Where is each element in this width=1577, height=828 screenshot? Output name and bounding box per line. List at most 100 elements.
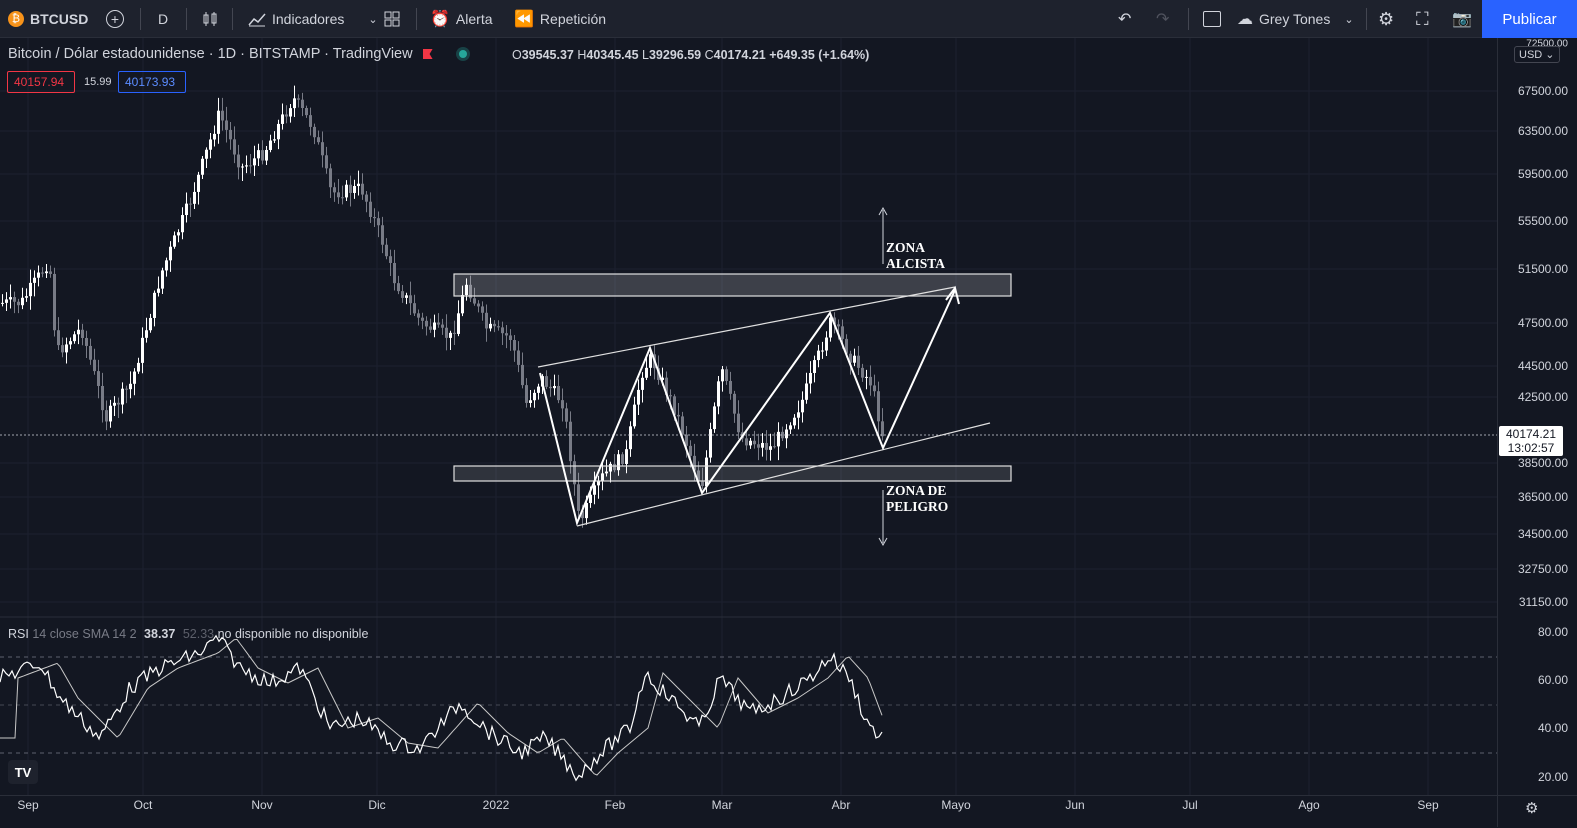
candle-body	[637, 389, 640, 405]
candle-body	[525, 385, 528, 403]
divider	[186, 8, 187, 30]
time-tick-label: Jul	[1182, 798, 1198, 812]
tradingview-logo[interactable]: TV	[8, 760, 38, 784]
candle-body	[713, 406, 716, 430]
chart-grid	[0, 38, 1497, 795]
replay-label: Repetición	[539, 11, 607, 27]
time-tick-label: Nov	[251, 798, 273, 812]
candle-body	[669, 395, 672, 397]
candle-body	[745, 438, 748, 446]
alarm-clock-icon: ⏰	[430, 11, 450, 28]
candle-body	[241, 166, 244, 168]
price-axis[interactable]: 67500.00 63500.00 59500.00 55500.00 51500.00…	[1497, 38, 1577, 795]
bull-zone-label[interactable]: ZONA ALCISTA	[886, 240, 945, 272]
compare-button[interactable]: +	[106, 0, 130, 38]
candle-body	[873, 385, 876, 392]
candle-body	[813, 360, 816, 373]
axis-settings-icon[interactable]: ⚙	[1525, 800, 1539, 817]
candle-body	[605, 471, 608, 474]
candle-body	[565, 408, 568, 422]
price-chart[interactable]	[0, 38, 1497, 795]
flag-icon[interactable]	[422, 49, 433, 59]
candle-body	[325, 155, 328, 169]
replay-button[interactable]: ⏪ Repetición	[514, 0, 606, 38]
change-value: +649.35 (+1.64%)	[769, 48, 870, 62]
sell-price-button[interactable]: 40157.94	[7, 71, 75, 93]
candle-body	[729, 380, 732, 394]
redo-button[interactable]: ↷	[1156, 0, 1175, 38]
candle-body	[25, 296, 28, 298]
candle-body	[417, 313, 420, 318]
candle-body	[249, 165, 252, 167]
grid-icon	[384, 11, 400, 27]
candle-body	[545, 376, 548, 387]
candle-body	[621, 454, 624, 464]
layouts-button[interactable]	[384, 0, 400, 38]
candle-body	[389, 256, 392, 263]
candle-body	[53, 273, 56, 331]
candle-body	[773, 446, 776, 448]
candle-body	[229, 129, 232, 140]
candle-body	[489, 323, 492, 329]
candle-body	[205, 149, 208, 159]
time-axis[interactable]	[0, 795, 1577, 828]
snapshot-button[interactable]: 📷	[1452, 0, 1478, 38]
time-tick-label: Mar	[711, 798, 733, 812]
symbol-description[interactable]: Bitcoin / Dólar estadounidense · 1D · BI…	[8, 46, 413, 62]
candle-body	[833, 317, 836, 325]
candle-body	[557, 386, 560, 401]
settings-button[interactable]: ⚙	[1378, 0, 1400, 38]
currency-selector[interactable]: USD ⌄	[1514, 46, 1560, 63]
candle-body	[769, 446, 772, 450]
candle-body	[685, 434, 688, 446]
chart-type-button[interactable]	[202, 0, 218, 38]
publish-button[interactable]: Publicar	[1482, 0, 1577, 38]
candle-body	[309, 115, 312, 127]
candle-body	[841, 326, 844, 339]
candle-body	[697, 470, 700, 482]
price-tick-label: 31150.00	[1518, 595, 1568, 609]
symbol-button[interactable]: ₿ BTCUSD	[8, 0, 88, 38]
candle-body	[221, 110, 224, 121]
alert-button[interactable]: ⏰ Alerta	[430, 0, 493, 38]
gear-icon: ⚙	[1378, 8, 1395, 29]
interval-button[interactable]: D	[158, 0, 168, 38]
candle-body	[649, 354, 652, 368]
candle-body	[289, 108, 292, 117]
bull-zone-rect[interactable]	[453, 273, 1012, 297]
candle-body	[837, 324, 840, 327]
candle-body	[29, 282, 32, 297]
candle-body	[297, 98, 300, 100]
candle-body	[113, 402, 116, 406]
buy-price-button[interactable]: 40173.93	[118, 71, 186, 93]
candle-body	[561, 400, 564, 409]
price-tick-label: 67500.00	[1517, 84, 1568, 98]
current-price-value: 40174.21	[1505, 427, 1557, 441]
arrow-down-icon	[878, 537, 888, 547]
candle-body	[673, 396, 676, 415]
candle-body	[57, 330, 60, 346]
danger-zone-label[interactable]: ZONA DE PELIGRO	[886, 483, 948, 515]
undo-button[interactable]: ↶	[1118, 0, 1137, 38]
candle-body	[429, 326, 432, 330]
theme-button[interactable]: ☁ Grey Tones ⌄	[1237, 0, 1354, 38]
fullscreen-button[interactable]: ⛶	[1416, 0, 1435, 38]
chevron-down-icon: ⌄	[1344, 13, 1354, 26]
rsi-legend[interactable]: RSI 14 close SMA 14 2 38.37 52.33 no dis…	[8, 627, 368, 641]
indicators-button[interactable]: Indicadores ⌄	[248, 0, 378, 38]
candle-body	[821, 350, 824, 352]
candle-body	[617, 454, 620, 471]
rsi-sma-value: 52.33	[182, 627, 215, 641]
candle-body	[433, 322, 436, 330]
candle-body	[333, 187, 336, 193]
channel-lower-line[interactable]	[576, 422, 991, 527]
fullscreen-layout-button[interactable]	[1203, 0, 1221, 38]
candle-body	[661, 377, 664, 380]
projection-path[interactable]	[539, 289, 956, 527]
candle-body	[149, 317, 152, 331]
price-tick-label: 59500.00	[1517, 167, 1568, 181]
interval-label: D	[158, 11, 169, 27]
danger-zone-rect[interactable]	[453, 465, 1012, 482]
candle-body	[265, 149, 268, 161]
channel-upper-line[interactable]	[537, 286, 956, 368]
